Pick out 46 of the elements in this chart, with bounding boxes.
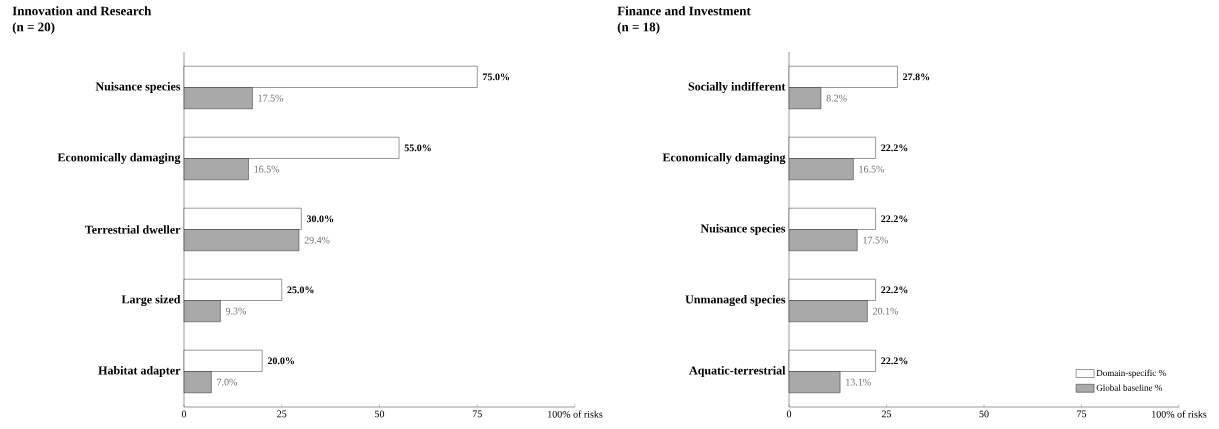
data-label: 8.2% xyxy=(826,94,847,102)
data-label: 13.1% xyxy=(846,378,871,386)
data-label: 22.2% xyxy=(881,215,908,223)
data-label: 20.1% xyxy=(873,307,899,315)
y-tick-label: Aquatic-terrestrial xyxy=(689,366,786,377)
x-tick-label: 100% of risks xyxy=(548,410,603,418)
y-tick-label: Unmanaged species xyxy=(685,295,786,306)
x-tick-label: 50 xyxy=(979,410,989,418)
x-tick-label: 25 xyxy=(277,410,287,418)
x-tick-label: 100% of risks xyxy=(1152,410,1207,418)
data-label: 22.2% xyxy=(881,144,908,152)
y-tick-label: Nuisance species xyxy=(700,224,786,235)
data-label: 17.5% xyxy=(258,94,284,102)
legend-label: Global baseline % xyxy=(1096,384,1162,391)
data-label: 27.8% xyxy=(903,73,930,81)
data-label: 55.0% xyxy=(404,144,431,152)
chart-title: Innovation and Research xyxy=(12,6,152,16)
data-label: 29.4% xyxy=(304,236,330,244)
x-tick-label: 0 xyxy=(786,410,792,418)
y-tick-label: Nuisance species xyxy=(95,82,181,93)
x-tick-label: 50 xyxy=(375,410,385,418)
y-tick-label: Economically damaging xyxy=(662,153,786,164)
data-label: 9.3% xyxy=(225,307,247,315)
text: (n = 18) xyxy=(617,22,660,34)
data-label: 20.0% xyxy=(267,357,294,365)
y-tick-label: Socially indifferent xyxy=(688,81,786,94)
x-tick-label: 25 xyxy=(881,410,892,418)
data-label: 16.5% xyxy=(254,165,280,173)
x-tick-label: 0 xyxy=(181,410,187,418)
data-label: 16.5% xyxy=(859,165,885,173)
data-label: 22.2% xyxy=(881,286,908,294)
y-tick-label: Large sized xyxy=(121,295,181,306)
data-label: 22.2% xyxy=(881,357,908,365)
x-tick-label: 75 xyxy=(472,410,482,418)
x-tick-label: 75 xyxy=(1077,410,1087,418)
data-label: 7.0% xyxy=(217,378,238,386)
y-tick-label: Habitat adapter xyxy=(98,366,181,377)
text: Finance and Investment xyxy=(617,6,751,16)
data-label: 30.0% xyxy=(306,215,334,223)
legend-label: Domain-specific % xyxy=(1096,369,1166,378)
data-label: 17.5% xyxy=(863,236,888,244)
data-label: 75.0% xyxy=(483,73,510,81)
data-label: 25.0% xyxy=(287,286,314,294)
text: (n = 20) xyxy=(12,22,55,34)
y-tick-label: Terrestrial dweller xyxy=(85,225,181,234)
y-tick-label: Economically damaging xyxy=(57,153,181,164)
